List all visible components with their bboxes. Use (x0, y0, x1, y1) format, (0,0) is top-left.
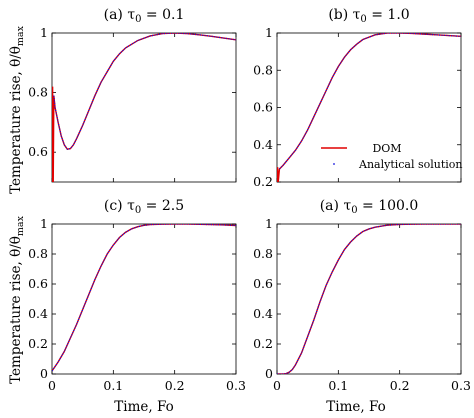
plot-area (52, 224, 236, 372)
y-tick-label: 0.8 (253, 62, 273, 77)
chart-title: (a) τ0 = 100.0 (320, 198, 419, 216)
y-tick-label: 0.4 (28, 306, 48, 321)
plot-frame (276, 223, 462, 375)
dom-series-line (277, 33, 461, 182)
x-tick-label: 0.1 (328, 378, 348, 393)
legend-analytical-label: Analytical solution (358, 158, 463, 171)
analytical-series-line (279, 33, 461, 170)
chart-panel-3: (c) τ0 = 2.5 0 0.2 0.4 0.6 0.8 1 0 0.1 0.2 0.3 (28, 198, 246, 393)
y-tick-label: 0.4 (253, 137, 273, 152)
plot-area (52, 33, 236, 182)
legend-analytical-swatch (333, 163, 335, 165)
x-axis-label-left: Time, Fo (114, 399, 173, 415)
y-tick-label: 0.6 (253, 276, 273, 291)
y-tick-label: 1 (40, 216, 48, 231)
y-tick-label: 0.8 (28, 246, 48, 261)
y-axis-label-bottom: Temperature rise, θ/θmax (8, 215, 26, 383)
x-tick-label: 0.3 (451, 378, 471, 393)
y-tick-label: 0.6 (28, 144, 48, 159)
y-tick-label: 0.2 (28, 336, 48, 351)
chart-panel-4: (a) τ0 = 100.0 0 0.2 0.4 0.6 0.8 1 0 0.1 0.2 0.3 (253, 198, 471, 393)
x-tick-label: 0.2 (390, 378, 410, 393)
analytical-series-line (53, 33, 236, 150)
chart-title: (a) τ0 = 0.1 (104, 7, 185, 25)
y-tick-label: 0.6 (28, 276, 48, 291)
y-tick-label: 0.2 (253, 174, 273, 189)
analytical-series-line (52, 224, 236, 372)
legend-dom-label: DOM (372, 142, 401, 155)
y-axis-label-top: Temperature rise, θ/θmax (8, 25, 26, 193)
chart-panels: (a) τ0 = 0.1 0.6 0.8 1 (b) τ0 = 1.0 0.2 0.4 0.6… (28, 7, 471, 393)
dom-series-line (52, 224, 236, 372)
y-tick-label: 1 (265, 25, 273, 40)
x-tick-label: 0 (273, 378, 281, 393)
plot-area (277, 33, 461, 182)
y-tick-label: 0.6 (253, 100, 273, 115)
analytical-series-line (277, 224, 461, 374)
chart-panel-2: (b) τ0 = 1.0 0.2 0.4 0.6 0.8 1 DOM Analytical s… (253, 7, 462, 189)
chart-panel-1: (a) τ0 = 0.1 0.6 0.8 1 (28, 7, 237, 183)
x-tick-label: 0.1 (103, 378, 123, 393)
dom-series-line (52, 33, 236, 182)
y-tick-label: 0.8 (253, 246, 273, 261)
plot-frame (51, 32, 237, 183)
x-tick-label: 0 (48, 378, 56, 393)
chart-title: (c) τ0 = 2.5 (104, 198, 184, 216)
x-axis-label-right: Time, Fo (326, 399, 385, 415)
y-tick-label: 1 (265, 216, 273, 231)
plot-area (277, 224, 461, 374)
plot-frame (51, 223, 237, 375)
y-tick-label: 0 (265, 366, 273, 381)
y-tick-label: 0.8 (28, 85, 48, 100)
x-tick-label: 0.2 (165, 378, 185, 393)
chart-title: (b) τ0 = 1.0 (328, 7, 409, 25)
legend: DOM Analytical solution (321, 142, 463, 171)
y-tick-label: 0 (40, 366, 48, 381)
x-tick-label: 0.3 (226, 378, 246, 393)
y-tick-label: 1 (40, 25, 48, 40)
y-tick-label: 0.2 (253, 336, 273, 351)
dom-series-line (277, 224, 461, 374)
y-tick-label: 0.4 (253, 306, 273, 321)
